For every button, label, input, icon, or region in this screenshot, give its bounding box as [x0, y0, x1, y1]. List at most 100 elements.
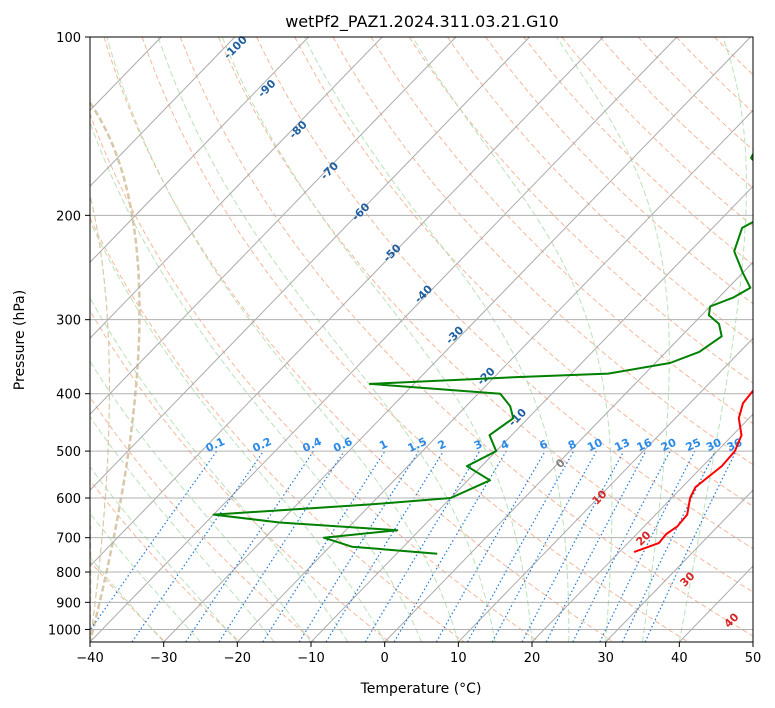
- x-axis-title: Temperature (°C): [360, 681, 482, 697]
- mixing-ratio-label: 0.2: [250, 435, 273, 455]
- mixing-ratio-line: [621, 450, 716, 642]
- moist-adiabat-line: [90, 220, 386, 642]
- y-tick-label: 500: [56, 445, 81, 460]
- moist-adiabat-line: [90, 415, 275, 642]
- mixing-ratio-label: 25: [684, 436, 703, 454]
- mixing-ratio-label: 10: [585, 436, 605, 454]
- dry-adiabat-line: [103, 37, 614, 642]
- moist-adiabat-line: [90, 556, 165, 642]
- moist-adiabat-line: [411, 37, 613, 642]
- x-tick-label: 20: [524, 651, 541, 666]
- mixing-ratio-label: 8: [566, 437, 578, 452]
- moist-adiabat-line: [90, 360, 312, 642]
- mixing-ratio-label: 20: [659, 436, 679, 454]
- dry-adiabat-line: [294, 37, 753, 507]
- mixing-ratio-line: [466, 450, 575, 642]
- y-tick-label: 900: [56, 596, 81, 611]
- mixing-ratio-line: [599, 450, 696, 642]
- dry-adiabat-line: [90, 216, 465, 642]
- mixing-ratio-label: 3: [472, 437, 484, 452]
- mixing-ratio-label: 1: [377, 437, 389, 452]
- isotherm-line: [90, 37, 383, 339]
- isotherm-line: [90, 37, 309, 263]
- moist-adiabat-line: [678, 37, 747, 642]
- isotherm-line: [457, 337, 753, 642]
- mixing-ratio-line: [572, 450, 671, 642]
- mixing-ratio-label: 0.1: [204, 435, 227, 455]
- dry-adiabat-line: [599, 37, 753, 189]
- isotherm-line: [90, 37, 678, 642]
- isotherm-label: -90: [255, 77, 278, 100]
- dry-adiabat-line: [90, 112, 540, 642]
- background-lines: [90, 37, 753, 642]
- isotherm-line: [90, 37, 457, 415]
- isotherm-line: [752, 641, 753, 642]
- y-axis-ticks: 100 200 300 400 500 600 700 800 900 1000: [48, 31, 90, 638]
- isotherm-label: -80: [287, 118, 310, 141]
- x-tick-label: −30: [150, 651, 177, 666]
- mixing-ratio-label: 13: [613, 436, 632, 454]
- y-tick-label: 200: [56, 209, 81, 224]
- isotherm-label: -30: [443, 323, 466, 346]
- mixing-ratio-line: [521, 450, 625, 642]
- dry-adiabat-line: [141, 37, 689, 642]
- profile-line: [633, 389, 753, 553]
- x-tick-label: 30: [597, 651, 614, 666]
- isotherm-label: -10: [506, 406, 529, 429]
- mixing-ratio-line: [545, 450, 647, 642]
- dry-adiabat-line: [714, 37, 753, 76]
- moist-adiabat-line: [303, 37, 570, 642]
- mixing-ratio-line: [90, 450, 218, 632]
- mixing-ratio-label: 6: [537, 437, 550, 452]
- mixing-ratio-line: [185, 450, 314, 642]
- mixing-ratio-line: [262, 450, 386, 642]
- x-tick-label: −10: [297, 651, 324, 666]
- y-tick-label: 1000: [48, 623, 81, 638]
- isotherm-line: [605, 489, 753, 642]
- mixing-ratio-line: [131, 450, 265, 642]
- mixing-ratio-label: 0.6: [331, 435, 354, 455]
- dry-adiabat-line: [637, 37, 753, 151]
- dry-adiabat-line: [179, 37, 753, 637]
- isotherm-line: [90, 37, 236, 188]
- profile-line: [212, 152, 753, 555]
- x-tick-label: 50: [745, 651, 762, 666]
- dry-adiabat-line: [523, 37, 753, 266]
- dry-adiabat-line: [408, 37, 753, 384]
- dry-adiabat-line: [90, 479, 241, 642]
- isotherm-line: [384, 261, 753, 642]
- moist-adiabat-line: [90, 120, 422, 642]
- left-guide-curve: [90, 100, 141, 642]
- dry-adiabat-line: [676, 37, 753, 113]
- mixing-ratio-label: 4: [499, 437, 512, 452]
- pressure-gridlines: [90, 37, 753, 630]
- dry-adiabat-line: [561, 37, 753, 227]
- y-tick-label: 600: [56, 492, 81, 507]
- mixing-ratio-label: 1.5: [406, 435, 429, 455]
- isotherm-label: -40: [412, 282, 435, 305]
- x-tick-label: 40: [671, 651, 688, 666]
- mixing-ratio-line: [325, 450, 445, 642]
- isotherm-line: [90, 37, 530, 491]
- dry-adiabat-line: [370, 37, 753, 425]
- y-tick-label: 400: [56, 388, 81, 403]
- adiabat-label: 10: [590, 487, 610, 507]
- dry-adiabat-line: [446, 37, 753, 344]
- y-tick-label: 800: [56, 566, 81, 581]
- mixing-ratio-line: [491, 450, 597, 642]
- y-tick-label: 100: [56, 31, 81, 46]
- plot-frame: [89, 36, 754, 643]
- x-tick-label: 10: [450, 651, 467, 666]
- dry-adiabat-line: [752, 37, 753, 38]
- moist-adiabat-line: [90, 466, 238, 642]
- dry-adiabat-line: [256, 37, 753, 550]
- isotherm-line: [310, 185, 753, 642]
- isotherm-line: [163, 37, 751, 642]
- mixing-ratio-label: 30: [704, 436, 724, 454]
- mixing-ratio-label: 2: [436, 437, 448, 452]
- isotherm-line: [531, 413, 753, 642]
- dry-adiabat-line: [218, 37, 753, 593]
- mixing-ratio-line: [364, 450, 481, 642]
- moist-adiabat-line: [157, 37, 496, 642]
